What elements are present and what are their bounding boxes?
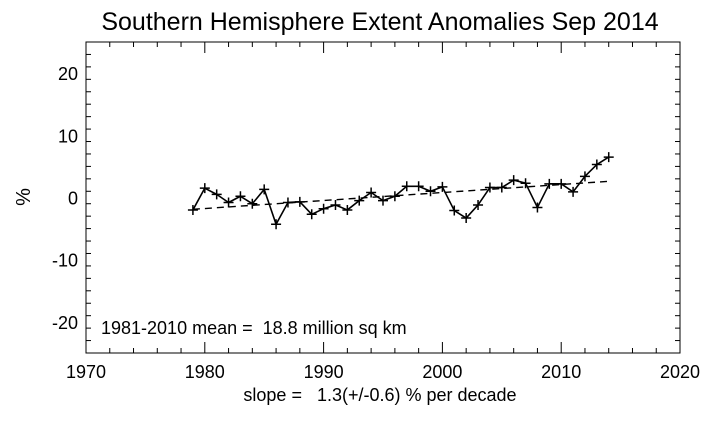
data-point-marker (508, 175, 519, 186)
data-point-marker (496, 182, 507, 193)
data-point-marker (473, 199, 484, 210)
data-point-marker (378, 195, 388, 206)
trend-line-group (192, 180, 609, 211)
plot-frame (85, 41, 681, 354)
axis-ticks (85, 41, 681, 354)
data-point-marker (247, 198, 258, 209)
data-point-marker (461, 213, 472, 224)
x-tick-label: 1990 (304, 362, 344, 382)
anomaly-line (192, 156, 610, 226)
data-point-marker (437, 181, 448, 192)
data-point-marker (318, 203, 329, 214)
data-point-marker (354, 195, 365, 206)
x-tick-label: 1970 (66, 362, 106, 382)
data-point-marker (532, 202, 543, 213)
y-tick-label: -20 (52, 313, 78, 333)
data-point-marker (294, 196, 305, 207)
y-tick-label: 10 (58, 126, 78, 146)
data-point-marker (199, 183, 210, 194)
data-point-marker (187, 204, 198, 215)
anomaly-series-group (187, 152, 614, 230)
data-point-marker (282, 197, 293, 208)
data-point-marker (366, 187, 377, 198)
chart-title: Southern Hemisphere Extent Anomalies Sep… (101, 8, 658, 36)
y-axis-label: % (13, 188, 35, 206)
mean-annotation: 1981-2010 mean = 18.8 million sq km (101, 318, 407, 338)
data-point-marker (223, 197, 234, 208)
data-point-marker (235, 191, 246, 202)
data-point-marker (211, 189, 222, 200)
y-tick-label: 0 (68, 189, 78, 209)
data-point-marker (520, 178, 531, 189)
data-point-marker (544, 178, 555, 189)
data-point-marker (449, 205, 460, 216)
x-tick-label: 2000 (422, 362, 462, 382)
x-tick-label: 1980 (185, 362, 225, 382)
data-point-marker (342, 204, 353, 215)
slope-annotation: slope = 1.3(+/-0.6) % per decade (243, 385, 516, 405)
y-tick-label: -10 (52, 251, 78, 271)
data-point-marker (591, 159, 602, 170)
data-point-marker (568, 186, 579, 197)
data-point-marker (306, 209, 317, 220)
data-point-marker (413, 181, 424, 192)
data-point-marker (259, 184, 270, 195)
data-point-marker (603, 152, 614, 163)
y-tick-label: 20 (58, 64, 78, 84)
data-point-marker (330, 199, 341, 210)
data-point-marker (401, 181, 412, 192)
x-tick-label: 2010 (541, 362, 581, 382)
data-point-marker (425, 186, 436, 197)
tick-labels: 1970 1980 1990 2000 2010 2020 -20 -10 0 10 20 (52, 64, 700, 382)
data-point-marker (579, 171, 590, 182)
data-point-marker (389, 191, 400, 202)
data-point-marker (484, 182, 495, 193)
data-point-marker (271, 219, 282, 230)
trend-line (192, 180, 609, 211)
x-tick-label: 2020 (660, 362, 700, 382)
data-point-marker (556, 178, 567, 189)
